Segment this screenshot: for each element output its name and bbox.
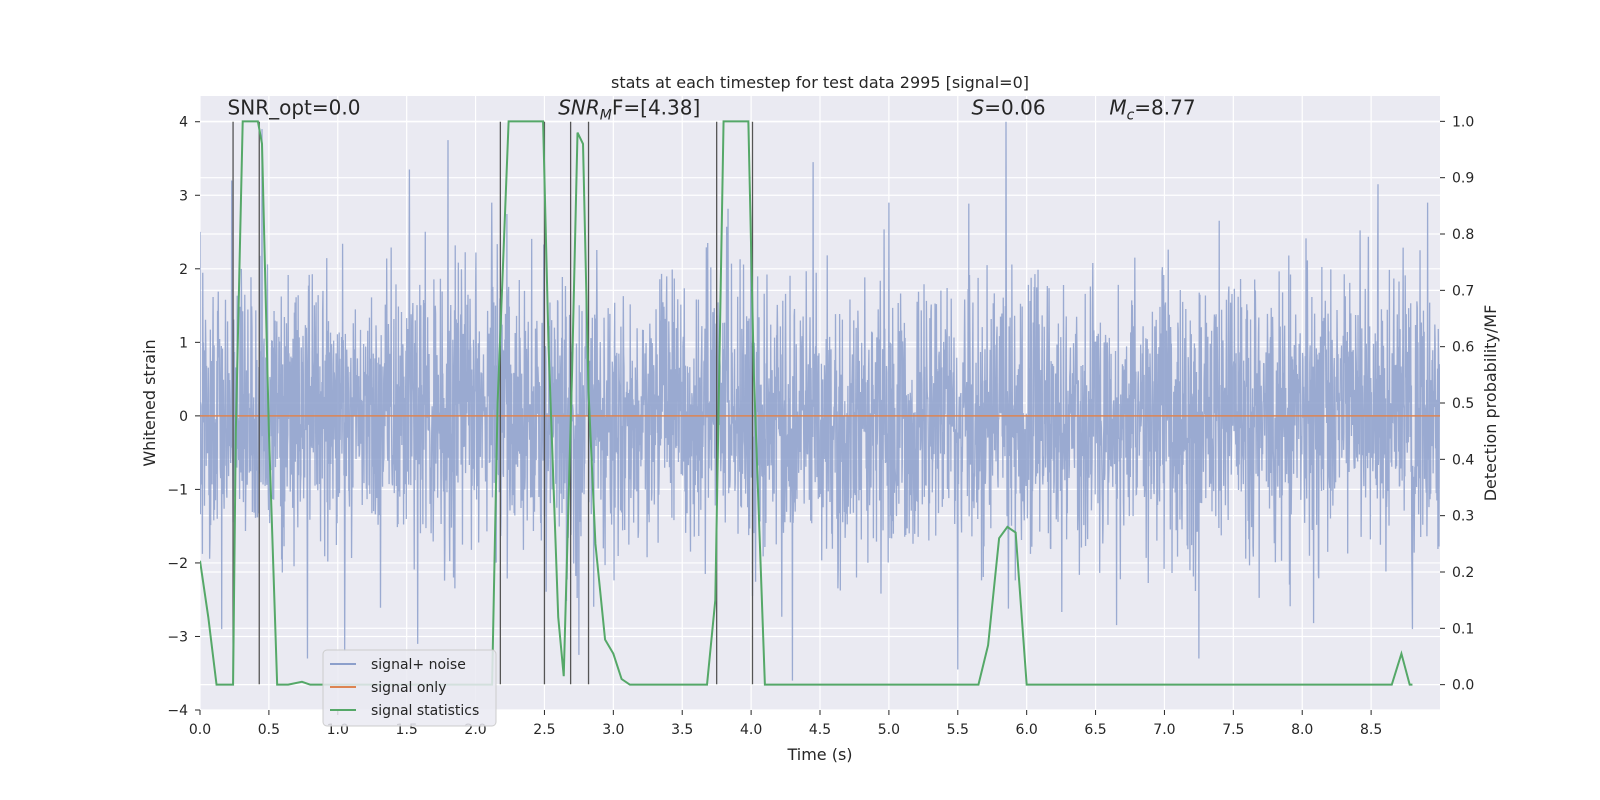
x-tick-label: 4.0 (740, 722, 762, 738)
x-tick-label: 0.5 (258, 722, 280, 738)
annotation-text: SNRMF=[4.38] (558, 95, 700, 123)
y-left-tick-label: −4 (167, 703, 188, 719)
y-right-tick-label: 0.3 (1452, 509, 1474, 525)
signal-noise-line (200, 121, 1440, 681)
legend-label: signal+ noise (371, 657, 466, 673)
signal-statistics-series (200, 120, 1413, 686)
y-left-tick-label: 0 (179, 409, 188, 425)
annotation-text: S=0.06 (972, 95, 1046, 119)
y-right-tick-label: 0.8 (1452, 227, 1474, 243)
x-axis-ticks: 0.0 0.5 1.0 1.5 2.0 2.5 3.0 3.5 4.0 4.5 5.0 5.5 6.0 6… (189, 710, 1382, 738)
x-tick-label: 5.5 (947, 722, 969, 738)
x-tick-label: 6.5 (1084, 722, 1106, 738)
x-tick-label: 7.0 (1153, 722, 1175, 738)
x-tick-label: 2.5 (533, 722, 555, 738)
y-right-axis-label: Detection probability/MF (1481, 305, 1500, 502)
legend-label: signal statistics (371, 703, 479, 719)
x-axis-label: Time (s) (786, 745, 852, 764)
y-left-tick-label: 4 (179, 115, 188, 131)
y-left-tick-label: −3 (167, 629, 188, 645)
y-right-tick-label: 0.6 (1452, 340, 1474, 356)
y-right-tick-label: 0.0 (1452, 678, 1474, 694)
y-left-tick-label: −2 (167, 556, 188, 572)
signal-statistics-line (200, 120, 1413, 686)
annotation-text: Mc=8.77 (1109, 95, 1195, 123)
x-tick-label: 8.0 (1291, 722, 1313, 738)
y-right-axis-ticks: 0.0 0.1 0.2 0.3 0.4 0.5 0.6 0.7 0.8 0.9 1.0 (1440, 114, 1474, 694)
signal-noise-series (200, 121, 1440, 681)
x-tick-label: 8.5 (1360, 722, 1382, 738)
x-tick-label: 5.0 (878, 722, 900, 738)
x-tick-label: 7.5 (1222, 722, 1244, 738)
y-right-tick-label: 0.7 (1452, 283, 1474, 299)
y-right-tick-label: 1.0 (1452, 114, 1474, 130)
legend-box (322, 649, 497, 727)
y-left-tick-label: 1 (179, 335, 188, 351)
y-left-axis-label: Whitened strain (140, 339, 159, 466)
y-right-tick-label: 0.2 (1452, 565, 1474, 581)
legend: signal+ noise signal only signal statistic… (322, 649, 497, 727)
y-left-tick-label: −1 (167, 482, 188, 498)
annotation-text: SNR_opt=0.0 (228, 95, 361, 119)
legend-label: signal only (371, 680, 446, 696)
x-tick-label: 6.0 (1016, 722, 1038, 738)
y-right-tick-label: 0.4 (1452, 452, 1474, 468)
y-left-tick-label: 2 (179, 262, 188, 278)
y-right-tick-label: 0.9 (1452, 171, 1474, 187)
y-left-axis-ticks: −4 −3 −2 −1 0 1 2 3 4 (167, 115, 200, 719)
x-tick-label: 4.5 (809, 722, 831, 738)
x-tick-label: 0.0 (189, 722, 211, 738)
annotations: SNR_opt=0.0 SNRMF=[4.38] S=0.06 Mc=8.77 (228, 95, 1196, 123)
chart-title: stats at each timestep for test data 299… (611, 73, 1029, 92)
y-right-tick-label: 0.5 (1452, 396, 1474, 412)
x-tick-label: 3.5 (671, 722, 693, 738)
x-tick-label: 3.0 (602, 722, 624, 738)
y-left-tick-label: 3 (179, 188, 188, 204)
y-right-tick-label: 0.1 (1452, 621, 1474, 637)
